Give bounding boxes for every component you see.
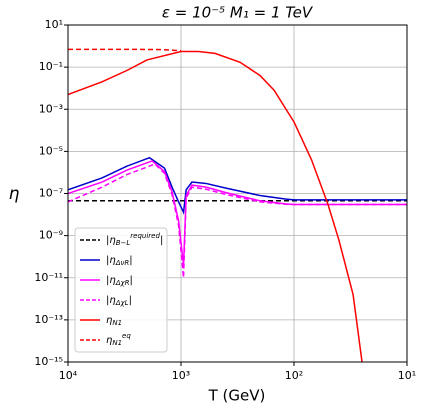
plot-frame [67, 24, 408, 363]
series-line [68, 50, 363, 362]
y-axis-label: η [9, 184, 20, 204]
x-axis-label: T (GeV) [208, 387, 266, 405]
series-line [68, 163, 407, 278]
x-tick-label: 10² [285, 369, 303, 382]
y-tick-label: 10⁻⁹ [39, 229, 63, 242]
legend-box [74, 227, 168, 353]
y-tick-label: 10⁻¹¹ [34, 271, 63, 284]
x-tick-label: 10⁴ [59, 369, 78, 382]
chart-title: ε = 10⁻⁵ M₁ = 1 TeV [162, 4, 314, 22]
y-tick-label: 10⁻¹ [39, 60, 63, 73]
series-line [68, 160, 407, 266]
y-tick-label: 10¹ [45, 18, 63, 31]
y-tick-label: 10⁻³ [39, 102, 63, 115]
series-line [68, 48, 182, 52]
x-tick-label: 10³ [172, 369, 190, 382]
y-tick-label: 10⁻⁷ [39, 187, 63, 200]
y-tick-label: 10⁻¹³ [34, 313, 63, 326]
y-tick-label: 10⁻¹⁵ [34, 355, 63, 368]
series-line [68, 156, 407, 215]
x-tick-label: 10¹ [398, 369, 416, 382]
y-tick-label: 10⁻⁵ [39, 144, 63, 157]
